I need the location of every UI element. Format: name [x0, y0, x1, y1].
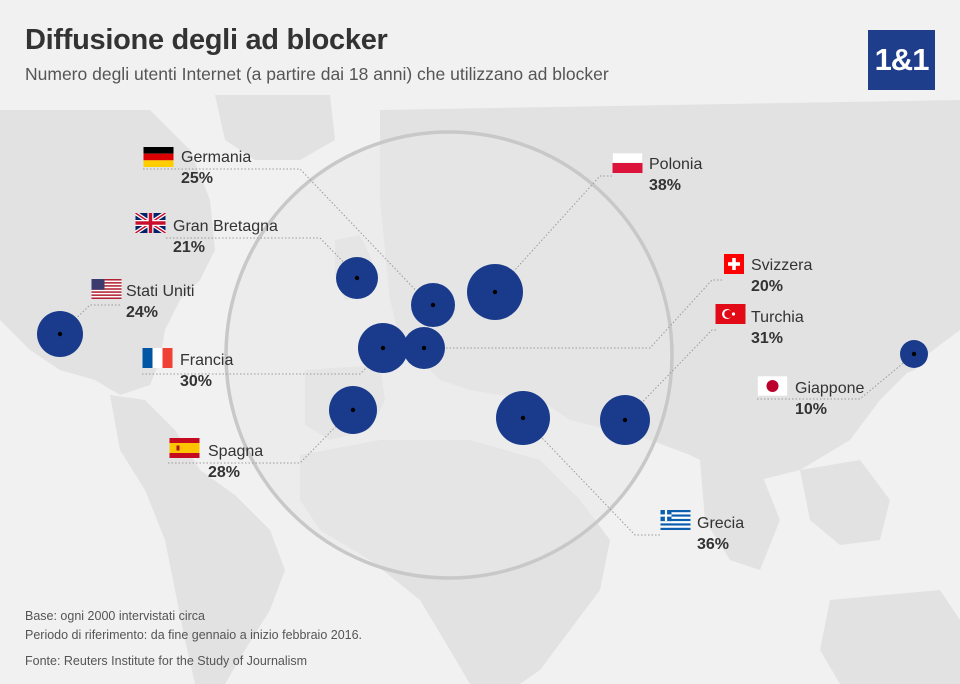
spain-flag-icon	[169, 438, 200, 458]
country-name: Gran Bretagna	[173, 218, 278, 235]
japan-flag-icon	[757, 376, 788, 396]
country-name: Spagna	[208, 443, 264, 460]
country-value: 10%	[795, 401, 828, 418]
country-value: 25%	[181, 170, 214, 187]
leader-lines	[59, 168, 915, 536]
footnote-period: Periodo di riferimento: da fine gennaio …	[25, 628, 363, 642]
footnote-base: Base: ogni 2000 intervistati circa	[25, 609, 205, 623]
brand-logo: 1&1	[868, 30, 935, 90]
country-name: Giappone	[795, 380, 865, 397]
country-name: Grecia	[697, 515, 745, 532]
france-flag-icon	[142, 348, 173, 368]
page-subtitle: Numero degli utenti Internet (a partire …	[25, 64, 609, 84]
country-value: 31%	[751, 330, 784, 347]
country-name: Stati Uniti	[126, 283, 195, 300]
turkey-flag-icon	[715, 304, 746, 324]
country-name: Germania	[181, 149, 252, 166]
germany-flag-icon	[143, 147, 174, 167]
greece-flag-icon	[660, 510, 691, 530]
poland-flag-icon	[612, 153, 643, 173]
page-title: Diffusione degli ad blocker	[25, 24, 388, 56]
uk-flag-icon	[135, 213, 166, 233]
country-value: 24%	[126, 304, 159, 321]
country-value: 38%	[649, 177, 682, 194]
usa-flag-icon	[91, 279, 122, 299]
country-value: 30%	[180, 373, 213, 390]
country-name: Turchia	[751, 309, 804, 326]
country-name: Francia	[180, 352, 234, 369]
country-value: 36%	[697, 536, 730, 553]
magnifier-lens	[224, 130, 674, 580]
country-name: Svizzera	[751, 257, 813, 274]
switzerland-flag-icon	[724, 254, 744, 274]
country-name: Polonia	[649, 156, 703, 173]
footnote-source: Fonte: Reuters Institute for the Study o…	[25, 654, 308, 668]
country-value: 28%	[208, 464, 241, 481]
country-value: 20%	[751, 278, 784, 295]
country-value: 21%	[173, 239, 206, 256]
bubble-dots	[57, 275, 917, 423]
